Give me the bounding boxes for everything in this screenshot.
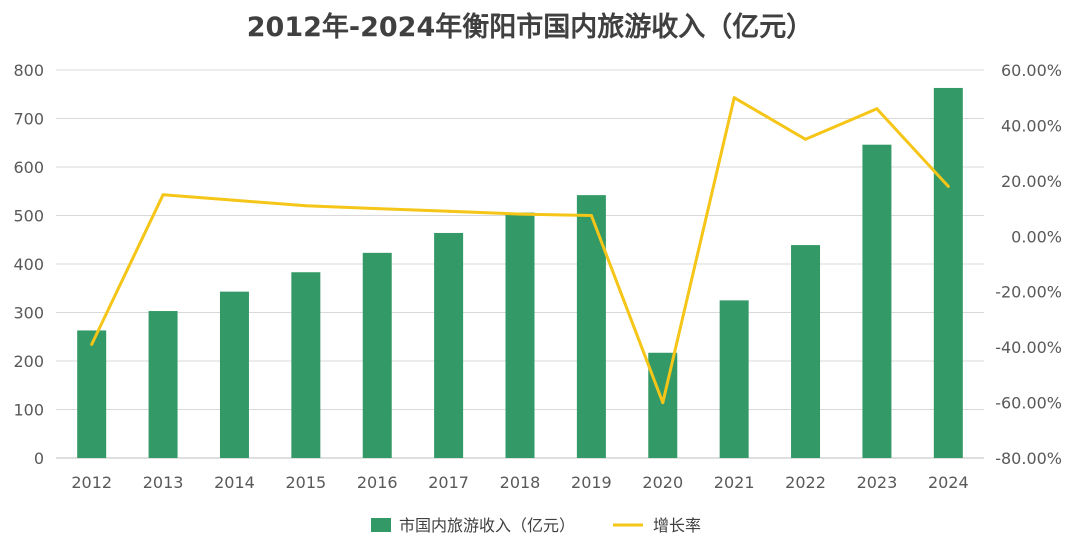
- growth-point: [304, 204, 308, 208]
- right-tick-label: 40.00%: [1001, 116, 1062, 135]
- bar: [648, 352, 678, 458]
- legend: 市国内旅游收入（亿元） 增长率: [371, 516, 701, 535]
- bar: [77, 330, 107, 458]
- right-tick-label: 20.00%: [1001, 172, 1062, 191]
- right-tick-label: -80.00%: [995, 449, 1062, 468]
- growth-point: [589, 214, 593, 217]
- x-tick-label: 2014: [214, 473, 255, 492]
- x-tick-label: 2017: [428, 473, 469, 492]
- bar: [719, 300, 749, 458]
- right-tick-label: -40.00%: [995, 338, 1062, 357]
- x-tick-label: 2023: [857, 473, 898, 492]
- left-axis: 0 100 200 300 400 500 600 700 800: [13, 61, 44, 468]
- bar: [291, 272, 321, 458]
- growth-point: [804, 137, 808, 141]
- growth-point: [232, 198, 236, 202]
- x-axis: 2012 2013 2014 2015 2016 2017 2018 2019 2020 2021…: [71, 473, 968, 492]
- legend-bar-label: 市国内旅游收入（亿元）: [399, 516, 575, 535]
- x-tick-label: 2015: [285, 473, 326, 492]
- growth-point: [875, 107, 879, 111]
- growth-point: [447, 209, 451, 213]
- bar: [219, 291, 249, 458]
- legend-bar-swatch: [371, 518, 391, 532]
- bar: [933, 87, 963, 458]
- left-tick-label: 700: [13, 110, 44, 129]
- growth-point: [375, 207, 379, 211]
- left-tick-label: 800: [13, 61, 44, 80]
- bar: [148, 311, 178, 458]
- left-tick-label: 600: [13, 158, 44, 177]
- x-tick-label: 2012: [71, 473, 112, 492]
- x-tick-label: 2019: [571, 473, 612, 492]
- legend-line-label: 增长率: [653, 516, 701, 535]
- bar: [791, 245, 821, 458]
- bar: [862, 144, 892, 458]
- x-tick-label: 2021: [714, 473, 755, 492]
- growth-point: [518, 212, 522, 216]
- left-tick-label: 200: [13, 352, 44, 371]
- bar-series: [77, 87, 963, 458]
- growth-point: [90, 342, 94, 346]
- growth-point: [661, 401, 665, 405]
- x-tick-label: 2022: [785, 473, 826, 492]
- left-tick-label: 400: [13, 255, 44, 274]
- left-tick-label: 300: [13, 304, 44, 323]
- x-tick-label: 2013: [143, 473, 184, 492]
- growth-point: [732, 96, 736, 100]
- left-tick-label: 0: [34, 449, 44, 468]
- left-tick-label: 500: [13, 207, 44, 226]
- right-tick-label: 60.00%: [1001, 61, 1062, 80]
- bar: [434, 232, 464, 458]
- x-tick-label: 2024: [928, 473, 969, 492]
- bar: [362, 252, 392, 458]
- bar: [576, 195, 606, 458]
- growth-point: [161, 193, 165, 197]
- right-axis: -80.00% -60.00% -40.00% -20.00% 0.00% 20.00% 4…: [995, 61, 1062, 468]
- bar: [505, 212, 535, 458]
- right-tick-label: -60.00%: [995, 394, 1062, 413]
- right-tick-label: -20.00%: [995, 283, 1062, 302]
- chart-title: 2012年-2024年衡阳市国内旅游收入（亿元）: [247, 11, 814, 43]
- right-tick-label: 0.00%: [1011, 227, 1062, 246]
- line-series: [90, 96, 950, 405]
- x-tick-label: 2016: [357, 473, 398, 492]
- left-tick-label: 100: [13, 401, 44, 420]
- x-tick-label: 2020: [642, 473, 683, 492]
- x-tick-label: 2018: [500, 473, 541, 492]
- growth-point: [946, 184, 950, 188]
